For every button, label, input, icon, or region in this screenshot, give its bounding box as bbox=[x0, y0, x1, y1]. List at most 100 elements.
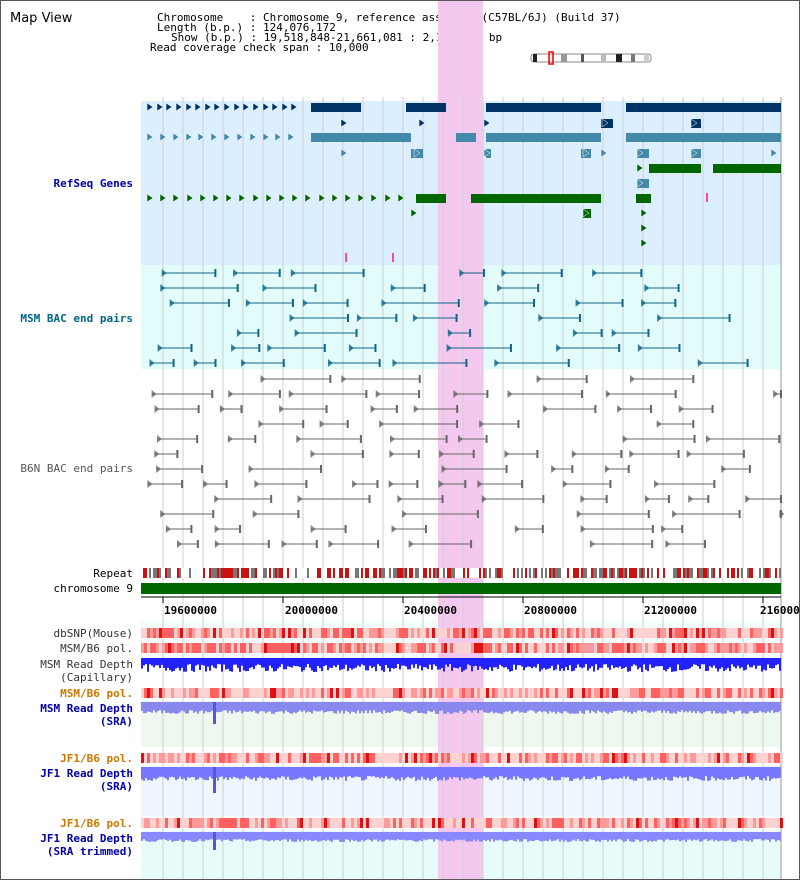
bac-end bbox=[497, 284, 503, 292]
pol-cell bbox=[384, 688, 387, 698]
pol-cell bbox=[216, 628, 219, 638]
depth-bar bbox=[421, 702, 423, 713]
pol-cell bbox=[207, 643, 210, 653]
depth-bar bbox=[779, 702, 781, 711]
depth-bar bbox=[753, 767, 755, 780]
depth-bar bbox=[739, 658, 741, 669]
depth-bar bbox=[579, 767, 581, 781]
pol-cell bbox=[516, 643, 519, 653]
depth-bar bbox=[169, 702, 171, 714]
pol-cell bbox=[201, 643, 204, 653]
pol-cell bbox=[255, 688, 258, 698]
pol-cell bbox=[216, 818, 219, 828]
depth-bar bbox=[195, 832, 197, 842]
depth-bar bbox=[593, 702, 595, 712]
depth-bar bbox=[617, 832, 619, 840]
gene-arrow bbox=[397, 193, 405, 203]
depth-bar bbox=[347, 767, 349, 777]
pol-cell bbox=[249, 628, 252, 638]
depth-bar bbox=[523, 658, 525, 671]
bac-end bbox=[416, 480, 419, 488]
depth-bar bbox=[745, 702, 747, 714]
depth-bar bbox=[385, 767, 387, 777]
repeat-element bbox=[737, 568, 739, 578]
depth-bar bbox=[445, 702, 447, 714]
repeat-element bbox=[625, 568, 627, 578]
pol-cell bbox=[573, 688, 576, 698]
repeat-element bbox=[379, 568, 381, 578]
repeat-element bbox=[247, 568, 249, 578]
bac-end bbox=[227, 299, 230, 307]
depth-bar bbox=[725, 832, 727, 842]
pol-cell bbox=[567, 753, 570, 763]
depth-bar bbox=[411, 658, 413, 665]
repeat-element bbox=[423, 568, 425, 578]
pol-cell bbox=[156, 628, 159, 638]
depth-bar bbox=[181, 767, 183, 780]
bac-end bbox=[160, 510, 166, 518]
depth-bar bbox=[559, 658, 561, 671]
pol-cell bbox=[657, 818, 660, 828]
depth-bar bbox=[293, 832, 295, 842]
gene-arrow bbox=[204, 102, 212, 112]
depth-bar bbox=[603, 832, 605, 841]
depth-bar bbox=[727, 702, 729, 711]
pol-cell bbox=[360, 753, 363, 763]
pol-cell bbox=[468, 643, 471, 653]
depth-bar bbox=[623, 702, 625, 713]
pol-cell bbox=[642, 818, 645, 828]
depth-bar bbox=[709, 702, 711, 712]
pol-cell bbox=[300, 753, 303, 763]
depth-bar bbox=[637, 658, 639, 670]
depth-bar bbox=[641, 832, 643, 842]
depth-bar bbox=[183, 767, 185, 779]
bac-end bbox=[214, 525, 220, 533]
depth-bar bbox=[593, 767, 595, 778]
pol-cell bbox=[642, 643, 645, 653]
depth-bar bbox=[553, 767, 555, 781]
pol-cell bbox=[390, 753, 393, 763]
bac-end bbox=[629, 450, 635, 458]
depth-bar bbox=[179, 702, 181, 713]
pol-cell bbox=[180, 753, 183, 763]
depth-bar bbox=[557, 658, 559, 665]
pol-cell bbox=[339, 818, 342, 828]
depth-bar bbox=[193, 832, 195, 842]
depth-bar bbox=[407, 702, 409, 714]
pol-cell bbox=[264, 818, 267, 828]
pol-cell bbox=[570, 818, 573, 828]
depth-bar bbox=[755, 767, 757, 777]
pol-cell bbox=[606, 688, 609, 698]
pol-cell bbox=[741, 818, 744, 828]
pol-cell bbox=[183, 643, 186, 653]
bac-end bbox=[190, 344, 193, 352]
repeat-element bbox=[437, 568, 439, 578]
depth-bar bbox=[707, 658, 709, 671]
pol-cell bbox=[411, 643, 414, 653]
depth-bar bbox=[731, 767, 733, 777]
depth-bar bbox=[567, 832, 569, 842]
pol-cell bbox=[204, 628, 207, 638]
repeat-element bbox=[215, 568, 217, 578]
depth-bar bbox=[295, 702, 297, 714]
depth-bar bbox=[763, 658, 765, 670]
pol-cell bbox=[705, 818, 708, 828]
pol-cell bbox=[534, 688, 537, 698]
depth-bar bbox=[555, 767, 557, 781]
bac-end bbox=[517, 420, 520, 428]
bac-end bbox=[780, 390, 782, 398]
depth-bar bbox=[531, 832, 533, 841]
pol-cell bbox=[648, 753, 651, 763]
pol-cell bbox=[141, 628, 144, 638]
depth-bar bbox=[755, 832, 757, 840]
pol-cell bbox=[372, 753, 375, 763]
pol-cell bbox=[564, 688, 567, 698]
pol-cell bbox=[528, 643, 531, 653]
pol-cell bbox=[579, 628, 582, 638]
pol-cell bbox=[657, 688, 660, 698]
bac-end bbox=[692, 420, 695, 428]
pol-cell bbox=[675, 688, 678, 698]
depth-bar bbox=[335, 658, 337, 668]
pol-cell bbox=[501, 688, 504, 698]
